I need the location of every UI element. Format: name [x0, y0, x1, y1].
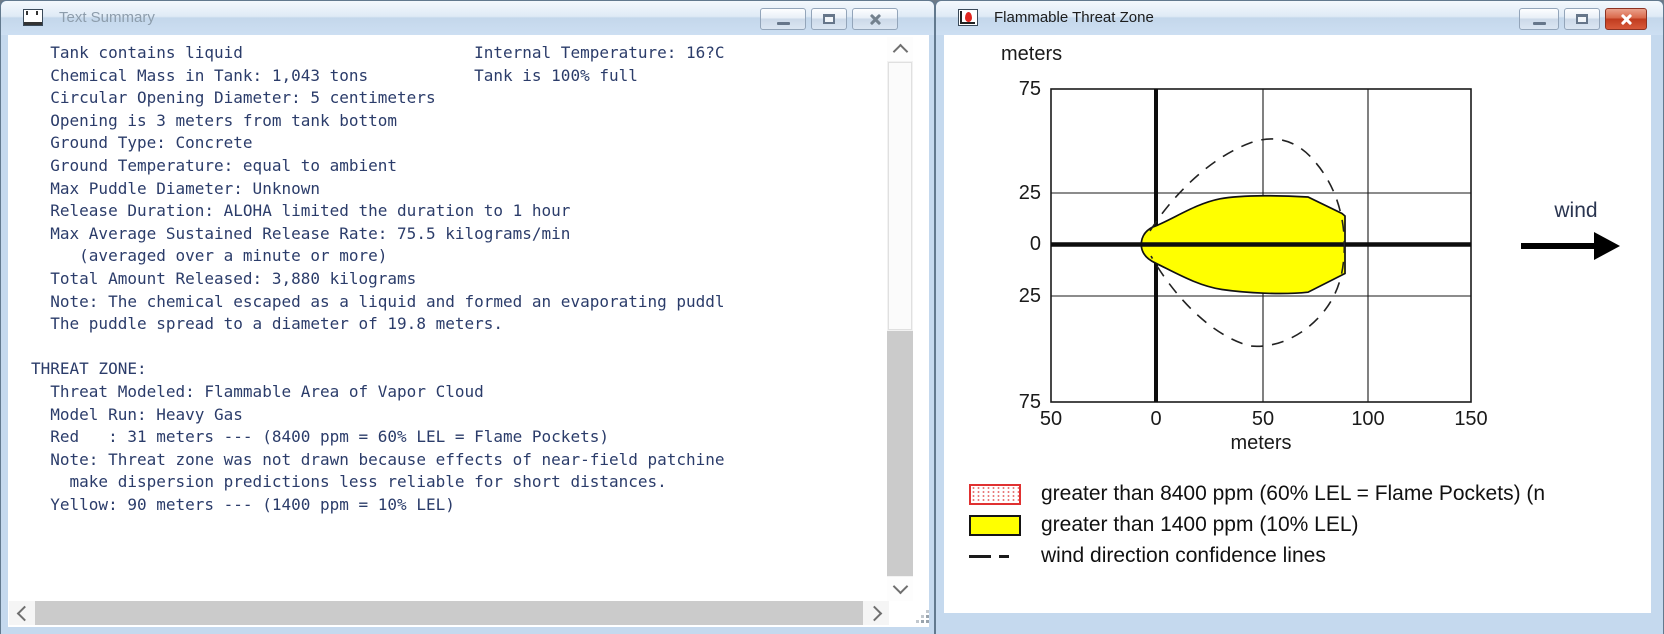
chevron-up-icon [892, 43, 908, 60]
maximize-icon [823, 14, 835, 24]
text-summary-client: Tank contains liquid Internal Temperatur… [8, 35, 929, 627]
vertical-scrollbar-thumb[interactable] [888, 62, 912, 330]
close-button[interactable] [852, 8, 898, 30]
text-summary-titlebar[interactable]: Text Summary [1, 1, 934, 35]
x-tick-150: 150 [1454, 408, 1488, 430]
vertical-scrollbar[interactable] [887, 37, 913, 601]
legend-row-red: greater than 8400 ppm (60% LEL = Flame P… [944, 482, 1651, 506]
maximize-button[interactable] [1564, 8, 1600, 30]
scroll-down-button[interactable] [887, 577, 913, 601]
x-axis-title: meters [1230, 432, 1292, 454]
y-tick-75-bottom: 75 [1018, 391, 1041, 413]
text-summary-icon [23, 9, 43, 26]
quote-marks-icon [26, 11, 38, 15]
y-tick-0: 0 [1029, 233, 1041, 255]
wind-arrow-icon [1521, 232, 1620, 260]
mini-axes-icon [960, 11, 975, 24]
y-tick-25-bottom: 25 [1018, 285, 1041, 307]
flammable-threat-zone-window: Flammable Threat Zone [935, 0, 1664, 634]
legend-label-yellow: greater than 1400 ppm (10% LEL) [1041, 513, 1359, 536]
dash-swatch-icon [969, 546, 1021, 567]
red-threat-blob-icon [965, 12, 972, 22]
legend-label-confidence: wind direction confidence lines [1041, 544, 1326, 567]
close-icon [869, 13, 882, 26]
minimize-button[interactable] [1519, 8, 1559, 30]
resize-grip[interactable] [910, 604, 930, 624]
wind-confidence-lines [1149, 138, 1346, 348]
chevron-left-icon [16, 605, 32, 621]
x-tick-0: 0 [1150, 408, 1162, 430]
threat-zone-titlebar[interactable]: Flammable Threat Zone [936, 1, 1663, 35]
maximize-icon [1576, 14, 1588, 24]
threat-zone-chart [1050, 88, 1620, 403]
window-title: Flammable Threat Zone [994, 9, 1154, 26]
chevron-down-icon [892, 578, 908, 595]
legend-label-red: greater than 8400 ppm (60% LEL = Flame P… [1041, 482, 1546, 505]
close-icon [1620, 13, 1633, 26]
y-tick-25-top: 25 [1018, 182, 1041, 204]
yellow-swatch-icon [969, 514, 1021, 536]
text-summary-window: Text Summary Tank contains liquid Intern… [0, 0, 935, 634]
x-tick-100: 100 [1351, 408, 1385, 430]
threat-zone-client: meters 75 25 0 25 75 50 0 50 100 150 met… [944, 35, 1651, 613]
x-tick-neg50: 50 [1039, 408, 1063, 430]
red-stipple-swatch-icon [969, 483, 1021, 505]
legend-row-confidence: wind direction confidence lines [944, 544, 1651, 568]
x-tick-50: 50 [1251, 408, 1275, 430]
scroll-left-button[interactable] [9, 601, 35, 625]
scroll-up-button[interactable] [887, 37, 913, 61]
threat-zone-icon [958, 9, 978, 26]
minimize-button[interactable] [760, 8, 806, 30]
summary-text: Tank contains liquid Internal Temperatur… [31, 43, 725, 514]
minimize-icon [1532, 21, 1546, 25]
scroll-right-button[interactable] [863, 601, 889, 625]
close-button[interactable] [1605, 8, 1647, 30]
y-axis-title: meters [1001, 43, 1063, 65]
maximize-button[interactable] [811, 8, 847, 30]
vertical-scrollbar-track[interactable] [887, 331, 913, 576]
window-title: Text Summary [59, 9, 155, 26]
wind-label: wind [1554, 199, 1598, 222]
legend-row-yellow: greater than 1400 ppm (10% LEL) [944, 513, 1651, 537]
chevron-right-icon [866, 605, 882, 621]
horizontal-scrollbar[interactable] [9, 601, 889, 625]
minimize-icon [776, 21, 790, 25]
y-tick-75-top: 75 [1018, 78, 1041, 100]
